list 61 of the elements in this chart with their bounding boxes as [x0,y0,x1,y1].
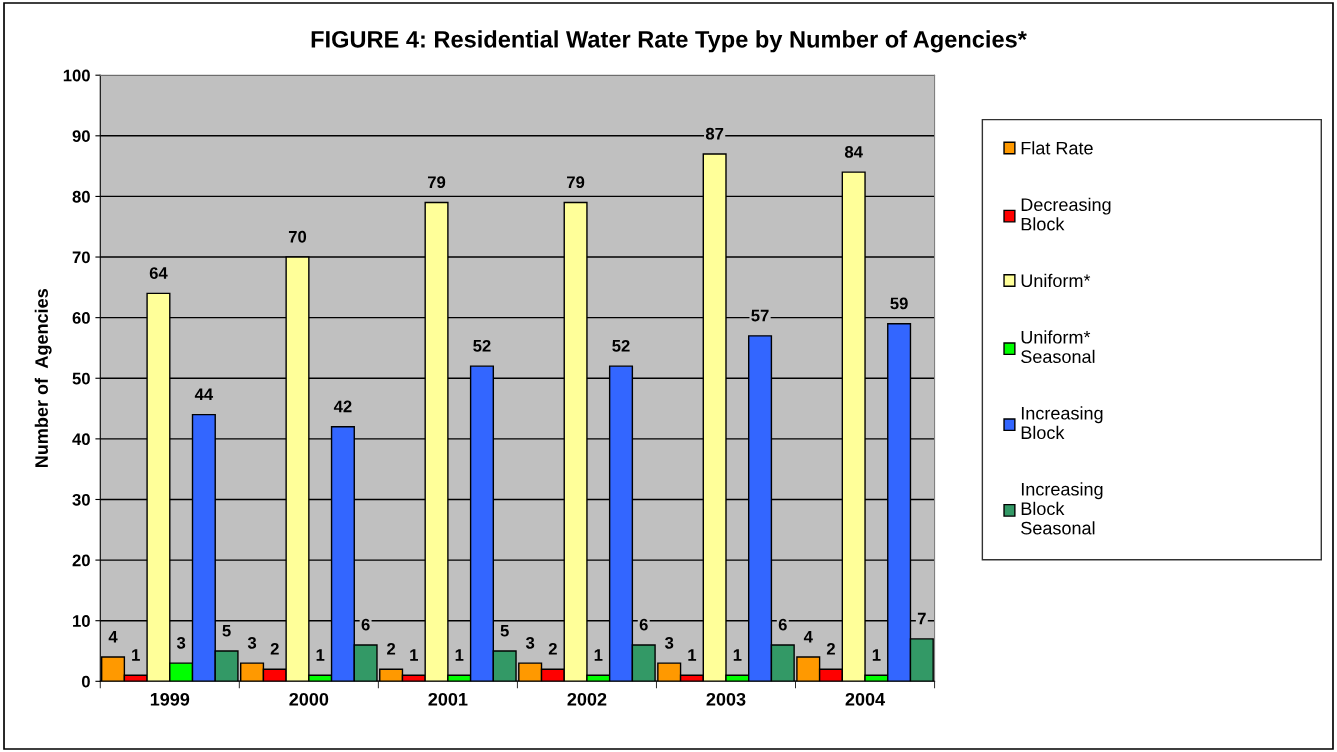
data-label: 5 [500,624,509,637]
data-label: 2 [387,642,396,655]
data-label: 6 [639,618,648,631]
y-tick-label: 40 [72,433,90,446]
y-tick-label: 0 [81,675,90,688]
data-label: 1 [410,649,418,661]
y-tick-label: 100 [63,69,90,82]
x-tick-label: 2003 [706,692,746,706]
x-tick-label: 2000 [289,692,329,706]
data-label: 44 [194,388,214,401]
data-label: 1 [688,649,697,661]
data-label: 4 [803,631,813,643]
data-label: 79 [427,176,446,189]
data-label: 57 [751,309,769,322]
y-tick-label: 90 [72,130,90,143]
data-label: 1 [316,649,325,661]
data-label: 7 [917,612,926,625]
legend-label: Uniform* Seasonal [1021,330,1095,364]
y-tick-label: 30 [72,493,90,506]
data-label: 1 [872,649,881,661]
legend-label: Decreasing Block [1021,197,1111,231]
chart-title: FIGURE 4: Residential Water Rate Type by Number of Agencies* [311,30,1027,53]
data-label: 3 [176,636,186,649]
data-label: 3 [247,636,257,649]
data-label: 1 [733,649,742,661]
x-tick-label: 2002 [567,692,607,706]
legend-label: Flat Rate [1021,141,1093,155]
data-label: 70 [288,230,307,243]
x-tick-label: 2001 [428,692,468,706]
data-label: 84 [844,145,863,158]
data-label: 1 [132,649,140,661]
data-label: 6 [778,618,787,631]
data-label: 1 [455,649,464,661]
data-label: 2 [548,642,557,655]
data-label: 87 [705,127,724,140]
legend-label: Increasing Block [1021,406,1103,440]
data-label: 3 [525,636,535,649]
data-label: 2 [826,642,835,655]
y-tick-label: 70 [72,251,90,264]
y-tick-label: 80 [72,190,90,203]
legend-label: Increasing Block Seasonal [1021,482,1103,535]
data-label: 5 [222,624,231,637]
data-label: 64 [149,267,168,279]
data-label: 52 [612,339,630,352]
data-label: 6 [361,618,370,631]
x-tick-label: 2004 [845,692,886,706]
y-tick-label: 60 [72,312,90,324]
data-label: 59 [890,297,908,310]
data-label: 1 [594,649,603,661]
y-tick-label: 50 [72,372,90,385]
data-label: 3 [664,636,674,649]
legend-label: Uniform* [1021,273,1091,288]
data-label: 52 [473,339,491,352]
y-tick-label: 20 [72,554,90,567]
y-tick-label: 10 [73,615,90,627]
data-label: 4 [108,631,118,643]
x-tick-label: 1999 [150,692,190,706]
data-label: 79 [567,176,585,189]
y-axis-title: Number of Agencies [34,289,52,467]
data-label: 2 [270,642,279,655]
data-label: 42 [333,400,352,413]
